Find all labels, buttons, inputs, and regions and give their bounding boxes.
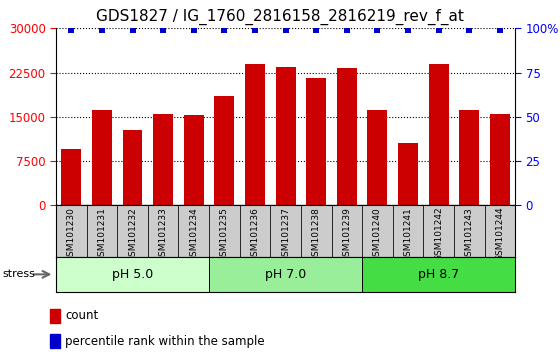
Point xyxy=(404,27,413,33)
Text: GSM101231: GSM101231 xyxy=(97,207,106,262)
Text: GSM101242: GSM101242 xyxy=(434,207,443,262)
Bar xyxy=(148,205,179,257)
Bar xyxy=(306,79,326,205)
Bar xyxy=(454,205,484,257)
Bar xyxy=(245,64,265,205)
Bar xyxy=(184,115,204,205)
Point xyxy=(97,27,106,33)
Bar xyxy=(367,110,388,205)
Text: GSM101230: GSM101230 xyxy=(67,207,76,262)
Bar xyxy=(362,257,515,292)
Bar xyxy=(87,205,117,257)
Bar xyxy=(123,130,142,205)
Bar xyxy=(398,143,418,205)
Text: GSM101244: GSM101244 xyxy=(496,207,505,262)
Bar xyxy=(209,257,362,292)
Bar xyxy=(92,110,112,205)
Bar xyxy=(332,205,362,257)
Point xyxy=(434,27,443,33)
Bar xyxy=(393,205,423,257)
Text: percentile rank within the sample: percentile rank within the sample xyxy=(66,335,265,348)
Bar xyxy=(337,68,357,205)
Point xyxy=(373,27,382,33)
Text: GSM101234: GSM101234 xyxy=(189,207,198,262)
Text: GSM101235: GSM101235 xyxy=(220,207,229,262)
Text: GSM101233: GSM101233 xyxy=(158,207,167,262)
Bar xyxy=(362,205,393,257)
Text: pH 5.0: pH 5.0 xyxy=(112,268,153,281)
Point xyxy=(189,27,198,33)
Text: pH 8.7: pH 8.7 xyxy=(418,268,459,281)
Bar xyxy=(153,114,173,205)
Text: GDS1827 / IG_1760_2816158_2816219_rev_f_at: GDS1827 / IG_1760_2816158_2816219_rev_f_… xyxy=(96,9,464,25)
Bar xyxy=(62,149,81,205)
Point xyxy=(128,27,137,33)
Text: GSM101238: GSM101238 xyxy=(312,207,321,262)
Bar xyxy=(240,205,270,257)
Text: GSM101243: GSM101243 xyxy=(465,207,474,262)
Bar xyxy=(214,96,234,205)
Bar xyxy=(423,205,454,257)
Bar xyxy=(117,205,148,257)
Bar xyxy=(49,334,60,348)
Point xyxy=(342,27,351,33)
Bar xyxy=(56,205,87,257)
Point xyxy=(220,27,229,33)
Bar xyxy=(276,67,296,205)
Text: GSM101240: GSM101240 xyxy=(373,207,382,262)
Point xyxy=(67,27,76,33)
Bar xyxy=(429,64,449,205)
Point xyxy=(465,27,474,33)
Point xyxy=(250,27,259,33)
Bar xyxy=(179,205,209,257)
Bar xyxy=(270,205,301,257)
Text: GSM101239: GSM101239 xyxy=(342,207,351,262)
Bar xyxy=(490,114,510,205)
Point xyxy=(496,27,505,33)
Text: GSM101241: GSM101241 xyxy=(404,207,413,262)
Point xyxy=(158,27,167,33)
Text: pH 7.0: pH 7.0 xyxy=(265,268,306,281)
Text: GSM101236: GSM101236 xyxy=(250,207,259,262)
Text: count: count xyxy=(66,309,99,322)
Bar xyxy=(209,205,240,257)
Text: GSM101237: GSM101237 xyxy=(281,207,290,262)
Bar xyxy=(459,110,479,205)
Bar xyxy=(56,257,209,292)
Text: GSM101232: GSM101232 xyxy=(128,207,137,262)
Point xyxy=(312,27,321,33)
Bar xyxy=(301,205,332,257)
Text: stress: stress xyxy=(3,269,36,279)
Bar xyxy=(484,205,515,257)
Bar xyxy=(49,309,60,323)
Point xyxy=(281,27,290,33)
